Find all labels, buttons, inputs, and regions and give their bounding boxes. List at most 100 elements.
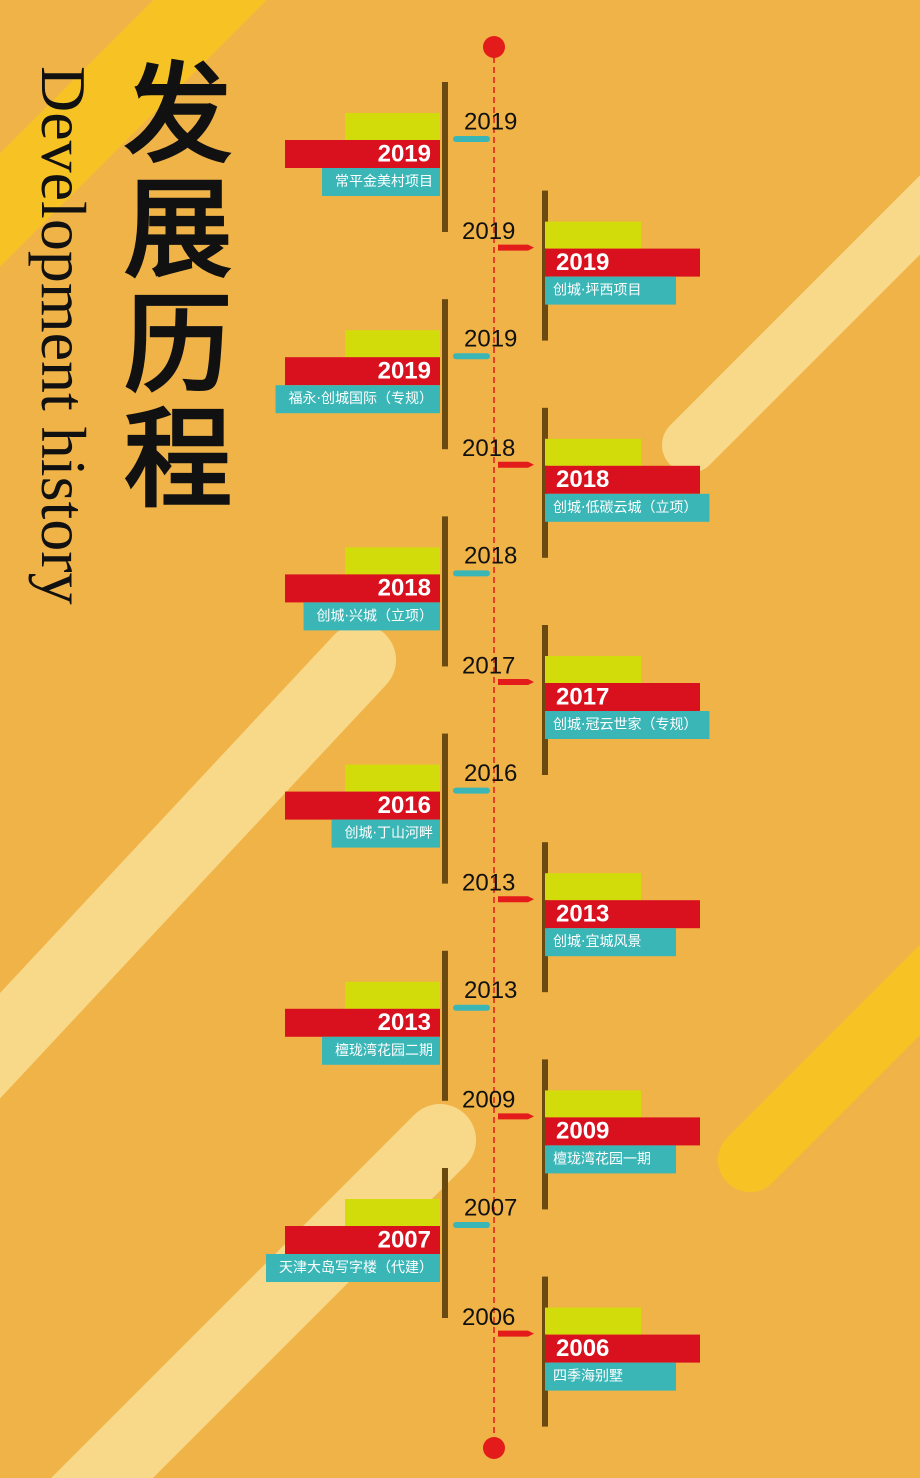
bracket [442,299,448,450]
accent-bar [345,330,440,358]
timeline-item: 2016 2016 创城·丁山河畔 [285,733,517,884]
year-bar [285,1008,440,1037]
name-bar [331,819,440,848]
connector [498,1113,534,1120]
name-bar [545,493,710,522]
name-bar [266,1254,440,1282]
connector [498,244,534,251]
axis-year: 2007 [464,1194,517,1221]
bar-year: 2017 [556,683,609,710]
name-bar [545,276,676,305]
axis-end [483,1437,505,1459]
connector [498,461,534,468]
axis-year: 2018 [464,543,517,570]
bar-year: 2007 [378,1226,431,1253]
axis-year: 2009 [462,1087,515,1114]
bracket [442,1168,448,1318]
axis-year: 2019 [464,326,517,353]
bracket [442,950,448,1101]
project-name: 福永·创城国际（专规） [289,391,433,407]
connector [453,570,490,577]
axis-year: 2018 [462,435,515,462]
title-text: 发展历程 [124,53,232,523]
name-bar [303,602,440,631]
accent-bar [545,873,641,901]
project-name: 创城·冠云世家（专规） [553,716,697,733]
name-bar [545,1145,676,1174]
connector [453,1222,490,1228]
timeline-item: 2019 2019 福永·创城国际（专规） [275,299,517,450]
year-bar [545,1117,700,1146]
accent-bar [545,221,641,249]
project-name: 檀珑湾花园一期 [553,1150,651,1167]
project-name: 四季海别墅 [553,1369,623,1385]
axis-year: 2019 [462,218,515,245]
timeline-item: 2007 2007 天津大岛写字楼（代建） [266,1168,517,1318]
accent-bar [345,981,440,1009]
connector [453,353,490,360]
timeline-item: 2019 2019 创城·坪西项目 [462,190,700,341]
year-bar [545,248,700,277]
subtitle: Development history [28,66,99,605]
bar-year: 2006 [556,1335,609,1362]
axis-year: 2019 [464,108,517,135]
timeline-item: 2013 2013 檀珑湾花园二期 [285,950,517,1101]
accent-bar [345,1199,440,1226]
connector [498,896,534,903]
accent-bar [545,438,641,466]
bar-year: 2019 [556,249,609,276]
timeline-item: 2019 2019 常平金美村项目 [285,82,517,232]
title: 发展历程 [124,53,232,523]
bar-year: 2009 [556,1118,609,1145]
name-bar [545,711,710,739]
year-bar [545,900,700,929]
connector [498,679,534,685]
timeline-item: 2018 2018 创城·兴城（立项） [285,516,517,667]
connector [453,787,490,794]
year-bar [285,791,440,820]
bar-year: 2016 [378,792,431,819]
bracket [442,82,448,232]
project-name: 檀珑湾花园二期 [335,1042,433,1059]
bracket [442,733,448,884]
name-bar [545,1362,676,1391]
year-bar [285,1226,440,1254]
connector [453,1004,490,1011]
project-name: 创城·兴城（立项） [317,608,433,624]
bar-year: 2019 [378,140,431,167]
accent-bar [545,1090,641,1118]
axis-year: 2006 [462,1304,515,1331]
year-bar [285,140,440,168]
project-name: 创城·宜城风景 [553,934,641,950]
timeline-item: 2009 2009 檀珑湾花园一期 [462,1059,700,1210]
bar-year: 2013 [378,1009,431,1036]
timeline-item: 2017 2017 创城·冠云世家（专规） [462,625,710,775]
accent-bar [345,547,440,575]
project-name: 常平金美村项目 [335,174,433,190]
project-name: 创城·坪西项目 [553,283,641,299]
connector [453,136,490,142]
timeline-item: 2013 2013 创城·宜城风景 [462,842,700,993]
axis-end [483,36,505,58]
bar-year: 2018 [378,575,431,602]
timeline-items: 2019 2019 常平金美村项目 2019 2019 创城·坪西项目 2019 2019 福永… [266,82,710,1427]
project-name: 创城·丁山河畔 [345,826,433,842]
connector [498,1330,534,1337]
name-bar [275,385,440,414]
year-bar [545,1334,700,1363]
project-name: 创城·低碳云城（立项） [553,500,697,516]
axis-year: 2013 [462,870,515,897]
stripe [0,624,396,1099]
axis-year: 2013 [464,977,517,1004]
timeline-item: 2006 2006 四季海别墅 [462,1276,700,1427]
stripe [0,0,267,267]
year-bar [545,465,700,494]
year-bar [285,574,440,603]
accent-bar [545,1307,641,1335]
year-bar [285,357,440,386]
bar-year: 2018 [556,466,609,493]
year-bar [545,683,700,711]
